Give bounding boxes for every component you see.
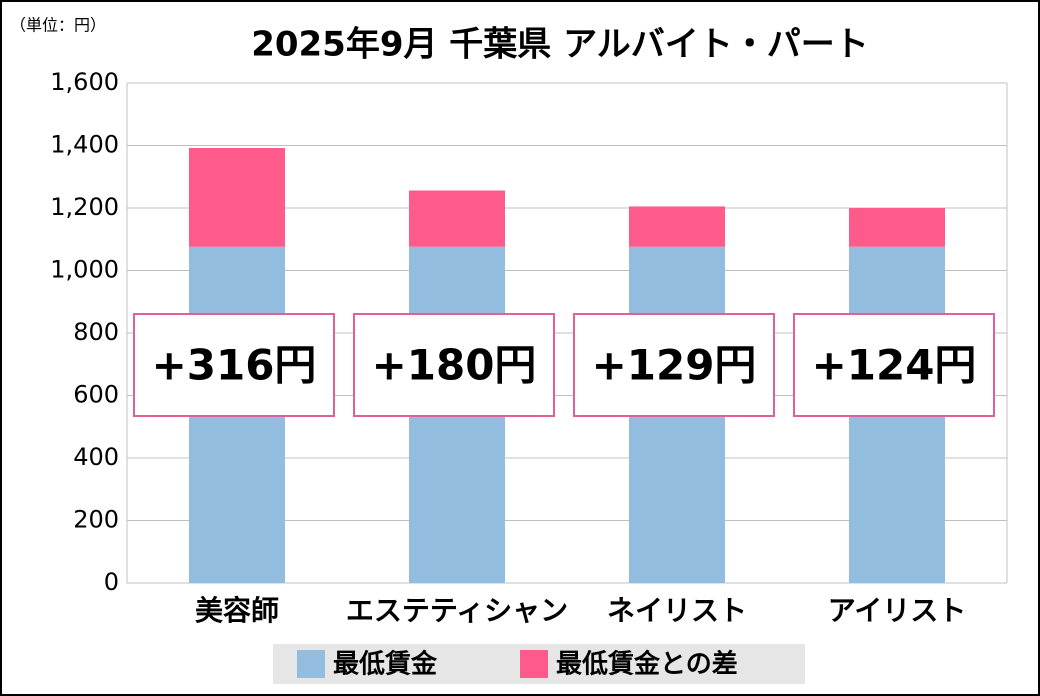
label-box xyxy=(133,313,335,417)
x-tick-label: エステティシャン xyxy=(346,594,568,627)
value-label: +124円 xyxy=(812,341,977,390)
unit-label: （単位：円） xyxy=(10,16,106,35)
value-label: +129円 xyxy=(592,341,757,390)
y-tick-label: 600 xyxy=(73,381,119,409)
bar-segment xyxy=(849,208,945,247)
value-label: +180円 xyxy=(372,341,537,390)
y-tick-label: 1,200 xyxy=(50,193,119,221)
y-tick-label: 1,000 xyxy=(50,256,119,284)
y-tick-label: 1,600 xyxy=(50,68,119,96)
legend-label: 最低賃金との差 xyxy=(556,649,738,680)
bar-segment xyxy=(189,148,285,247)
y-tick-label: 200 xyxy=(73,506,119,534)
label-box xyxy=(353,313,555,417)
x-tick-label: ネイリスト xyxy=(607,594,747,627)
bar-segment xyxy=(409,190,505,247)
label-box xyxy=(793,313,995,417)
y-tick-label: 0 xyxy=(104,568,119,596)
chart-title: 2025年9月 千葉県 アルバイト・パート xyxy=(251,25,869,65)
legend-label: 最低賃金 xyxy=(333,649,438,680)
y-tick-label: 800 xyxy=(73,318,119,346)
x-tick-label: アイリスト xyxy=(828,594,967,627)
y-tick-label: 400 xyxy=(73,443,119,471)
value-label: +316円 xyxy=(152,341,317,390)
legend-swatch xyxy=(520,650,548,678)
bar-segment xyxy=(629,206,725,247)
legend-swatch xyxy=(297,650,325,678)
y-tick-label: 1,400 xyxy=(50,131,119,159)
label-box xyxy=(573,313,775,417)
x-tick-label: 美容師 xyxy=(195,594,279,627)
